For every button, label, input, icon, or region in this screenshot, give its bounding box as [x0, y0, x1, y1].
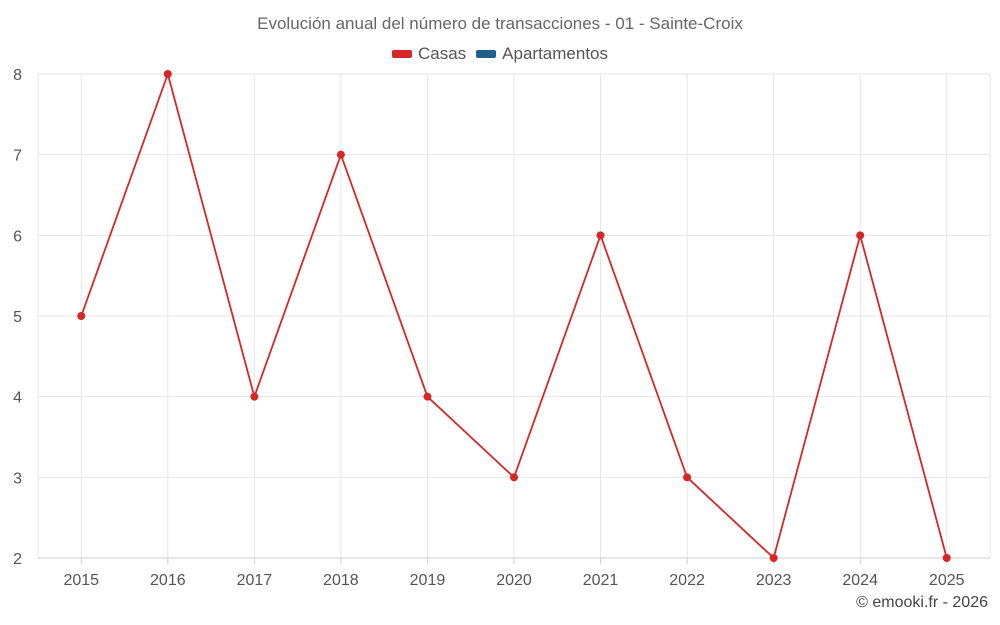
data-point — [250, 392, 259, 401]
x-tick-label: 2017 — [237, 572, 273, 589]
footer-credit: © emooki.fr - 2026 — [856, 594, 988, 611]
data-point — [510, 473, 518, 482]
series-layer — [77, 70, 951, 562]
y-tick-label: 6 — [13, 228, 22, 245]
x-tick-label: 2019 — [410, 572, 446, 589]
x-tick-label: 2015 — [63, 572, 99, 589]
legend-label-casas: Casas — [417, 44, 467, 63]
legend-item-casas[interactable]: Casas — [391, 44, 467, 64]
legend-swatch-casas — [391, 50, 412, 58]
data-point — [769, 554, 778, 562]
data-point — [856, 231, 865, 240]
data-point — [942, 554, 951, 562]
x-tick-label: 2022 — [669, 572, 705, 589]
legend-swatch-apartamentos — [476, 50, 497, 58]
y-tick-label: 8 — [13, 67, 22, 84]
y-tick-label: 3 — [13, 470, 22, 487]
x-tick-label: 2020 — [496, 572, 532, 589]
x-tick-label: 2024 — [842, 572, 878, 589]
grid-layer — [38, 73, 990, 559]
data-point — [336, 150, 345, 159]
data-point — [163, 70, 172, 78]
x-tick-label: 2025 — [929, 572, 965, 589]
legend-label-apartamentos: Apartamentos — [502, 44, 609, 63]
data-point — [77, 312, 86, 320]
axis-layer: 2 3 4 5 6 7 8 2015 2016 2017 2018 2019 2020 2021 2022 2… — [13, 67, 991, 589]
y-tick-label: 7 — [13, 148, 22, 165]
chart-legend: Casas Apartamentos — [0, 44, 1000, 64]
chart-title: Evolución anual del número de transaccio… — [257, 14, 743, 33]
x-tick-label: 2018 — [323, 572, 359, 589]
x-tick-label: 2021 — [583, 572, 619, 589]
data-point — [423, 392, 432, 401]
x-tick-label: 2016 — [150, 572, 186, 589]
legend-item-apartamentos[interactable]: Apartamentos — [476, 44, 608, 64]
y-tick-label: 4 — [13, 390, 22, 407]
data-point — [683, 473, 692, 482]
x-tick-label: 2023 — [756, 572, 792, 589]
y-tick-label: 5 — [13, 309, 22, 326]
y-tick-label: 2 — [13, 551, 22, 568]
data-point — [596, 231, 605, 240]
